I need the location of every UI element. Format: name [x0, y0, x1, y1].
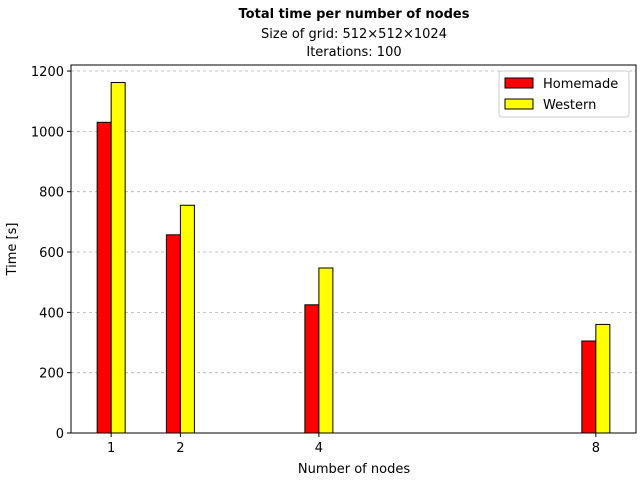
chart-subtitle-grid: Size of grid: 512×512×1024: [261, 27, 447, 42]
x-tick-label: 2: [176, 441, 184, 456]
y-axis-ticks: 0 200 400 600 800 1000 1200: [31, 65, 71, 442]
x-tick-label: 8: [592, 441, 600, 456]
legend-swatch-homemade: [504, 77, 534, 89]
y-tick-label: 1200: [31, 65, 64, 80]
bars: [96, 81, 611, 434]
y-axis-label: Time [s]: [5, 223, 20, 277]
y-tick-label: 0: [56, 427, 64, 442]
x-axis-ticks: 1 2 4 8: [107, 433, 600, 456]
y-tick-label: 1000: [31, 125, 64, 140]
bar-homemade-1: [96, 121, 112, 434]
x-tick-label: 1: [107, 441, 115, 456]
chart-title: Total time per number of nodes: [239, 7, 470, 22]
bar-western-1: [110, 81, 126, 434]
y-tick-label: 800: [39, 186, 64, 201]
bar-western-4: [318, 267, 334, 434]
x-axis-label: Number of nodes: [298, 462, 410, 477]
y-tick-label: 200: [39, 367, 64, 382]
bar-western-2: [179, 204, 195, 434]
legend-label-homemade: Homemade: [543, 77, 618, 92]
bar-homemade-4: [304, 304, 320, 434]
chart-subtitle-iterations: Iterations: 100: [306, 45, 401, 60]
legend: Homemade Western: [498, 70, 630, 118]
bar-western-8: [595, 323, 611, 434]
x-tick-label: 4: [315, 441, 323, 456]
plot-frame: [70, 64, 637, 434]
legend-swatch-western: [504, 98, 534, 110]
bar-homemade-8: [581, 340, 597, 434]
y-tick-label: 400: [39, 306, 64, 321]
legend-label-western: Western: [543, 98, 596, 113]
bar-homemade-2: [165, 234, 181, 434]
y-tick-label: 600: [39, 246, 64, 261]
